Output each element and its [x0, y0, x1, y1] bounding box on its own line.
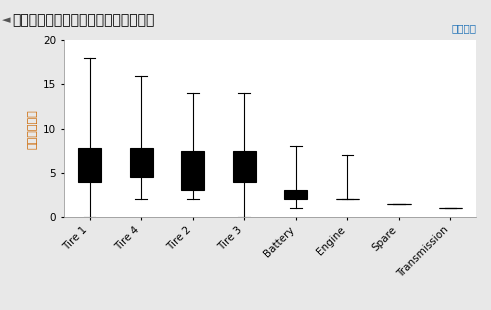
PathPatch shape [78, 148, 101, 182]
PathPatch shape [284, 190, 307, 199]
Text: ◄: ◄ [2, 15, 11, 25]
PathPatch shape [130, 148, 153, 177]
PathPatch shape [233, 151, 256, 182]
Y-axis label: 系统关闭时间: 系统关闭时间 [27, 109, 37, 148]
PathPatch shape [181, 151, 204, 190]
Text: 导出数据: 导出数据 [451, 23, 476, 33]
Text: 按元件划分的系统总关闭时间的筱线图: 按元件划分的系统总关闭时间的筱线图 [12, 13, 155, 27]
